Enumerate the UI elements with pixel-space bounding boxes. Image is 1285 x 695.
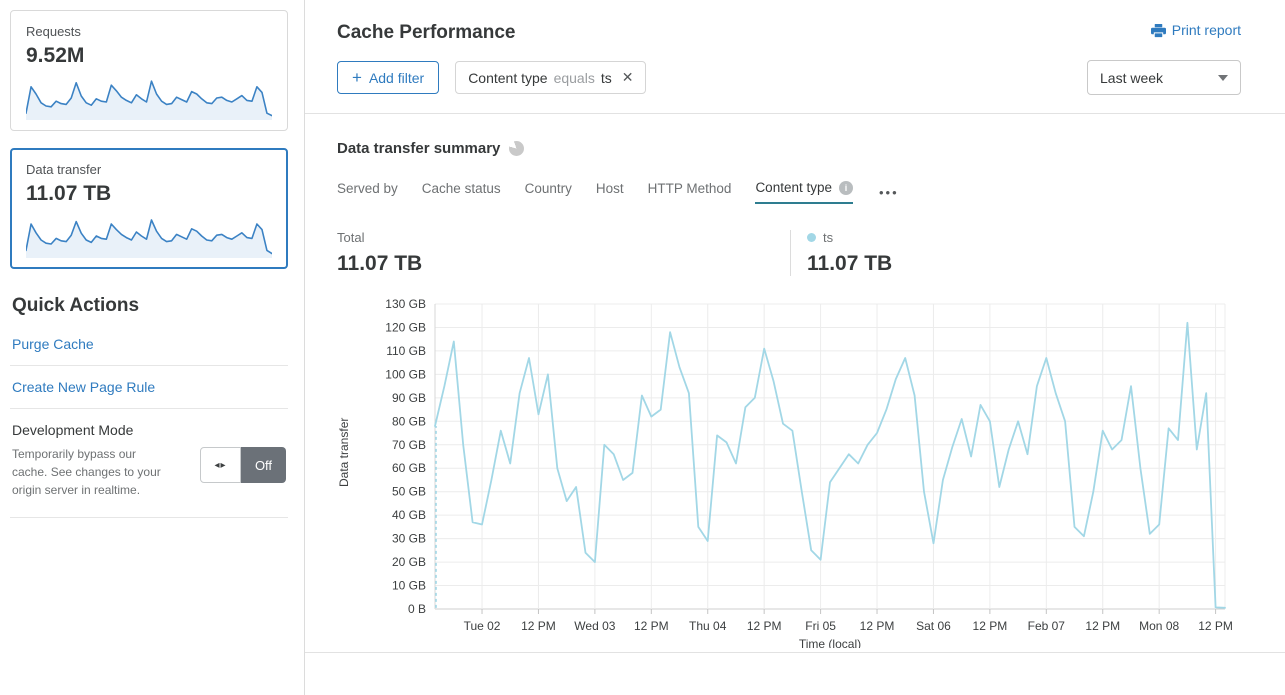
- info-icon[interactable]: i: [839, 180, 853, 195]
- requests-card[interactable]: Requests 9.52M: [10, 10, 288, 131]
- toggle-state-label: Off: [241, 447, 286, 483]
- total-value: 11.07 TB: [337, 252, 423, 275]
- data-transfer-label: Data transfer: [26, 162, 102, 177]
- purge-cache-link[interactable]: Purge Cache: [10, 323, 288, 366]
- tab-content-type[interactable]: Content type i: [755, 180, 853, 204]
- dimension-tabs: Served by Cache status Country Host HTTP…: [337, 180, 1253, 204]
- sidebar: Requests 9.52M Data transfer 11.07 TB Qu…: [0, 0, 305, 695]
- toggle-arrows-icon[interactable]: ◂▸: [200, 447, 241, 483]
- total-stat: Total 11.07 TB: [337, 230, 790, 276]
- ts-legend-value: 11.07 TB: [807, 252, 893, 275]
- tab-host[interactable]: Host: [595, 181, 624, 196]
- page-title: Cache Performance: [337, 22, 516, 43]
- tab-content-type-label: Content type: [755, 180, 832, 195]
- svg-text:Feb 07: Feb 07: [1028, 619, 1066, 633]
- y-axis-title: Data transfer: [337, 417, 351, 487]
- svg-text:Thu 04: Thu 04: [689, 619, 727, 633]
- summary-title: Data transfer summary: [337, 140, 501, 157]
- tab-country[interactable]: Country: [524, 181, 572, 196]
- chip-field: Content type: [468, 69, 548, 86]
- time-range-select[interactable]: Last week: [1087, 60, 1241, 95]
- create-page-rule-link[interactable]: Create New Page Rule: [10, 366, 288, 409]
- total-label: Total: [337, 230, 365, 245]
- svg-text:12 PM: 12 PM: [747, 619, 782, 633]
- svg-text:80 GB: 80 GB: [392, 414, 426, 428]
- development-mode-description: Temporarily bypass our cache. See change…: [12, 447, 161, 497]
- more-tabs-icon[interactable]: •••: [879, 184, 899, 200]
- svg-text:50 GB: 50 GB: [392, 485, 426, 499]
- quick-actions-title: Quick Actions: [12, 295, 140, 316]
- svg-text:12 PM: 12 PM: [1198, 619, 1233, 633]
- print-report-label: Print report: [1171, 22, 1241, 38]
- stats-row: Total 11.07 TB ts 11.07 TB: [337, 230, 1253, 276]
- ts-legend-dot-icon: [807, 233, 816, 242]
- section-bottom-divider: [305, 652, 1285, 653]
- requests-value: 9.52M: [26, 44, 85, 67]
- svg-text:70 GB: 70 GB: [392, 438, 426, 452]
- svg-text:130 GB: 130 GB: [385, 297, 426, 311]
- requests-label: Requests: [26, 24, 81, 39]
- data-transfer-sparkline-chart: [26, 219, 272, 258]
- svg-text:100 GB: 100 GB: [385, 367, 426, 381]
- series-ts-stat: ts 11.07 TB: [790, 230, 990, 276]
- tab-http-method[interactable]: HTTP Method: [647, 181, 732, 196]
- tab-served-by[interactable]: Served by: [337, 181, 398, 196]
- data-transfer-card[interactable]: Data transfer 11.07 TB: [10, 148, 288, 269]
- svg-text:0 B: 0 B: [408, 602, 426, 616]
- development-mode-section: Development Mode Temporarily bypass our …: [10, 409, 288, 518]
- add-filter-button[interactable]: + Add filter: [337, 61, 440, 94]
- svg-text:12 PM: 12 PM: [1085, 619, 1120, 633]
- data-transfer-value: 11.07 TB: [26, 182, 112, 205]
- svg-text:Wed 03: Wed 03: [574, 619, 615, 633]
- development-mode-toggle[interactable]: ◂▸ Off: [200, 447, 286, 483]
- tab-cache-status[interactable]: Cache status: [421, 181, 501, 196]
- chevron-down-icon: [1218, 74, 1228, 81]
- print-report-link[interactable]: Print report: [1150, 22, 1241, 38]
- svg-text:Sat 06: Sat 06: [916, 619, 951, 633]
- plus-icon: +: [352, 68, 362, 87]
- pie-chart-icon: [509, 141, 525, 156]
- svg-text:10 GB: 10 GB: [392, 579, 426, 593]
- requests-sparkline-chart: [26, 80, 272, 120]
- chip-value: ts: [600, 69, 612, 86]
- data-transfer-chart[interactable]: Data transfer 0 B 10 GB 20 GB 30 GB 40 GB 50 …: [337, 296, 1253, 648]
- svg-text:90 GB: 90 GB: [392, 391, 426, 405]
- ts-legend-name: ts: [823, 230, 834, 245]
- svg-text:110 GB: 110 GB: [386, 344, 426, 358]
- svg-text:60 GB: 60 GB: [392, 461, 426, 475]
- add-filter-label: Add filter: [368, 69, 425, 86]
- svg-text:12 PM: 12 PM: [973, 619, 1008, 633]
- svg-text:40 GB: 40 GB: [392, 508, 426, 522]
- printer-icon: [1150, 23, 1166, 37]
- svg-text:12 PM: 12 PM: [521, 619, 556, 633]
- svg-text:Fri 05: Fri 05: [805, 619, 836, 633]
- time-range-value: Last week: [1100, 69, 1164, 86]
- svg-text:120 GB: 120 GB: [385, 320, 426, 334]
- summary-section: Data transfer summary Served by Cache st…: [305, 114, 1285, 648]
- svg-text:Tue 02: Tue 02: [464, 619, 501, 633]
- svg-text:Time (local): Time (local): [799, 637, 861, 648]
- svg-text:Mon 08: Mon 08: [1139, 619, 1179, 633]
- chip-close-icon[interactable]: ✕: [621, 69, 634, 85]
- main-chart-svg[interactable]: 0 B 10 GB 20 GB 30 GB 40 GB 50 GB 60 GB 70 GB 80…: [351, 296, 1236, 648]
- svg-text:30 GB: 30 GB: [392, 532, 426, 546]
- svg-text:12 PM: 12 PM: [860, 619, 895, 633]
- chip-operator: equals: [553, 69, 595, 86]
- svg-text:20 GB: 20 GB: [392, 555, 426, 569]
- main-panel: Cache Performance Print report + Add fil…: [305, 0, 1285, 695]
- header-divider: [305, 113, 1285, 114]
- svg-text:12 PM: 12 PM: [634, 619, 669, 633]
- filter-chip-content-type[interactable]: Content type equals ts ✕: [455, 61, 647, 94]
- development-mode-title: Development Mode: [12, 422, 134, 438]
